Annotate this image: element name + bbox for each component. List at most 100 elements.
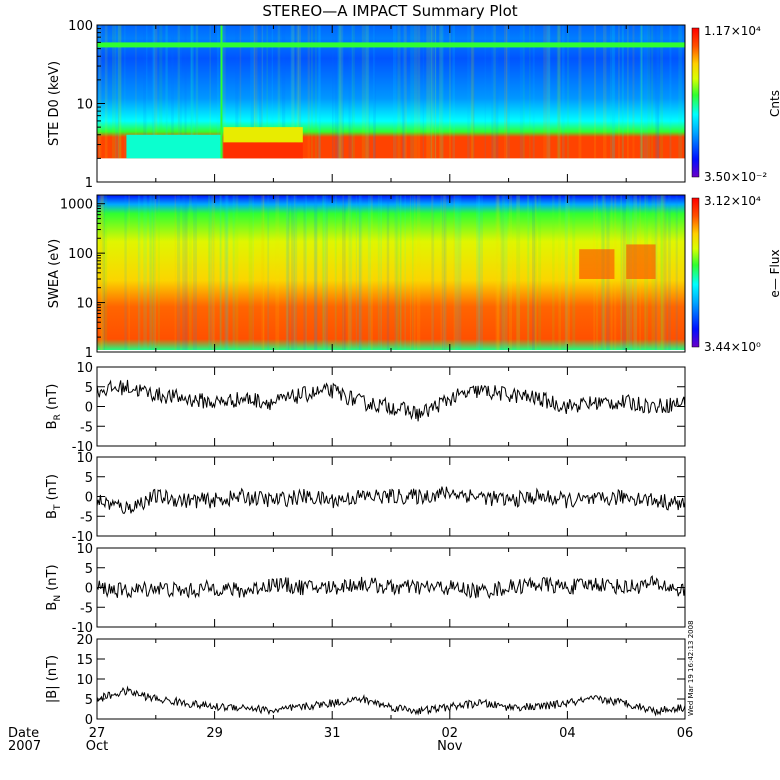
year-label: 2007 [8, 739, 41, 754]
spectrogram-texture [454, 195, 459, 350]
spectrogram-texture [275, 195, 280, 350]
spectrogram-texture [325, 195, 328, 350]
spectrogram-texture [253, 25, 256, 159]
spectrogram-texture [431, 195, 434, 350]
spectrogram-texture [153, 195, 156, 350]
y-tick-label: 5 [85, 381, 93, 396]
spectrogram-texture [348, 25, 351, 159]
y-tick-label: 1 [85, 176, 93, 191]
spectrogram-texture [99, 195, 103, 350]
spectrogram-texture [392, 25, 397, 159]
spectrogram-texture [440, 195, 442, 350]
spectrogram-texture [395, 195, 400, 350]
spectrogram-texture [478, 195, 480, 350]
ste-enhancement [223, 142, 303, 159]
spectrogram-texture [410, 25, 414, 159]
spectrogram-texture [252, 195, 254, 350]
spectrogram-texture [223, 25, 226, 159]
y-axis-label: BR (nT) [45, 384, 63, 430]
spectrogram-texture [112, 25, 116, 159]
x-tick-day-label: 29 [206, 726, 223, 741]
spectrogram-texture [452, 25, 455, 159]
spectrogram-texture [532, 195, 536, 350]
spectrogram-texture [373, 25, 376, 159]
spectrogram-texture [250, 25, 255, 159]
spectrogram-texture [603, 25, 607, 159]
spectrogram-texture [434, 25, 437, 159]
spectrogram-texture [322, 195, 327, 350]
spectrogram-texture [334, 195, 336, 350]
spectrogram-texture [117, 25, 122, 159]
spectrogram-texture [561, 25, 565, 159]
spectrogram-texture [656, 25, 660, 159]
colorbar-min-label: 3.50×10⁻² [704, 170, 767, 184]
spectrogram-texture [377, 195, 380, 350]
spectrogram-texture [566, 25, 570, 159]
spectrogram-texture [519, 25, 524, 159]
spectrogram-texture [491, 25, 493, 159]
spectrogram-texture [529, 25, 531, 159]
spectrogram-texture [219, 195, 222, 350]
panel-1: 1 10 100 STE D0 (keV) 1.17×10⁴ 3.50×10⁻² Cnts [47, 19, 780, 191]
y-axis-label: |B| (nT) [45, 655, 60, 703]
spectrogram-texture [296, 25, 299, 159]
x-tick-month-label: Nov [437, 739, 463, 754]
spectrogram-texture [413, 195, 416, 350]
spectrogram-texture [361, 25, 366, 159]
spectrogram-texture [506, 25, 510, 159]
spectrogram-texture [502, 195, 505, 350]
y-tick-label: 5 [85, 693, 93, 708]
y-tick-label: -5 [80, 420, 93, 435]
spectrogram-texture [235, 195, 239, 350]
spectrogram-texture [285, 195, 289, 350]
panel-5: -10 -5 0 5 10 BN (nT) [45, 542, 686, 636]
spectrogram-texture [254, 25, 258, 159]
spectrogram-texture [552, 195, 555, 350]
spectrogram-texture [293, 195, 295, 350]
y-tick-label: 20 [76, 633, 93, 648]
spectrogram-texture [647, 25, 651, 159]
spectrogram-texture [138, 195, 141, 350]
spectrogram-texture [639, 25, 644, 159]
spectrogram-texture [303, 195, 306, 350]
spectrogram-texture [118, 25, 122, 159]
y-axis-label: BT (nT) [45, 474, 63, 519]
spectrogram-texture [146, 25, 148, 159]
spectrogram-texture [208, 195, 212, 350]
spectrogram-texture [622, 25, 624, 159]
spectrogram-texture [438, 25, 443, 159]
spectrogram-texture [668, 195, 671, 350]
spectrogram-texture [380, 195, 383, 350]
spectrogram-texture [360, 195, 363, 350]
spectrogram-texture [307, 25, 310, 159]
spectrogram-texture [620, 195, 622, 350]
spectrogram-texture [342, 25, 344, 159]
spectrogram-texture [235, 25, 239, 159]
spectrogram-texture [171, 25, 174, 159]
spectrogram-texture [351, 25, 353, 159]
spectrogram-texture [470, 25, 475, 159]
spectrogram-texture [655, 25, 660, 159]
spectrogram-texture [290, 25, 295, 159]
spectrogram-texture [640, 25, 643, 159]
spectrogram-texture [239, 25, 242, 159]
spectrogram-texture [259, 25, 263, 159]
spectrogram-texture [188, 195, 192, 350]
spectrogram-texture [250, 25, 254, 159]
y-tick-label: 100 [68, 19, 93, 34]
spectrogram-texture [277, 25, 281, 159]
spectrogram-texture [663, 195, 667, 350]
spectrogram-texture [165, 25, 169, 159]
y-tick-label: 0 [85, 713, 93, 728]
y-tick-label: 10 [76, 98, 93, 113]
spectrogram-texture [182, 195, 185, 350]
colorbar-max-label: 1.17×10⁴ [704, 24, 761, 38]
spectrogram-texture [102, 195, 105, 350]
spectrogram-texture [124, 195, 127, 350]
spectrogram-texture [225, 195, 229, 350]
spectrogram-texture [261, 25, 264, 159]
spectrogram-texture [103, 195, 108, 350]
spectrogram-texture [403, 25, 406, 159]
spectrogram-texture [297, 25, 301, 159]
spectrogram-texture [298, 25, 302, 159]
